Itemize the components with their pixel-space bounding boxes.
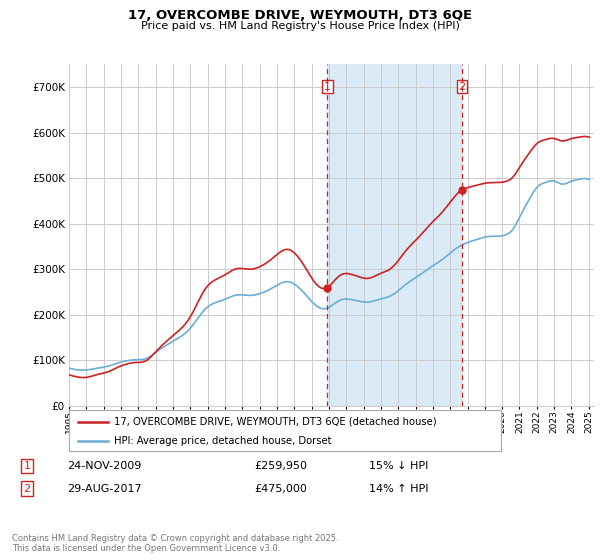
Text: 2: 2 (23, 484, 31, 493)
Text: 29-AUG-2017: 29-AUG-2017 (67, 484, 142, 493)
Text: 17, OVERCOMBE DRIVE, WEYMOUTH, DT3 6QE: 17, OVERCOMBE DRIVE, WEYMOUTH, DT3 6QE (128, 9, 472, 22)
Text: £475,000: £475,000 (254, 484, 307, 493)
Text: 15% ↓ HPI: 15% ↓ HPI (369, 461, 428, 471)
Text: Price paid vs. HM Land Registry's House Price Index (HPI): Price paid vs. HM Land Registry's House … (140, 21, 460, 31)
Text: £259,950: £259,950 (254, 461, 307, 471)
Text: 14% ↑ HPI: 14% ↑ HPI (369, 484, 428, 493)
Text: Contains HM Land Registry data © Crown copyright and database right 2025.
This d: Contains HM Land Registry data © Crown c… (12, 534, 338, 553)
Text: 1: 1 (23, 461, 31, 471)
Text: 24-NOV-2009: 24-NOV-2009 (67, 461, 141, 471)
Bar (328, 64, 462, 406)
Text: HPI: Average price, detached house, Dorset: HPI: Average price, detached house, Dors… (115, 436, 332, 446)
Text: 17, OVERCOMBE DRIVE, WEYMOUTH, DT3 6QE (detached house): 17, OVERCOMBE DRIVE, WEYMOUTH, DT3 6QE (… (115, 417, 437, 427)
Text: 1: 1 (324, 82, 331, 92)
Text: 2: 2 (458, 82, 466, 92)
